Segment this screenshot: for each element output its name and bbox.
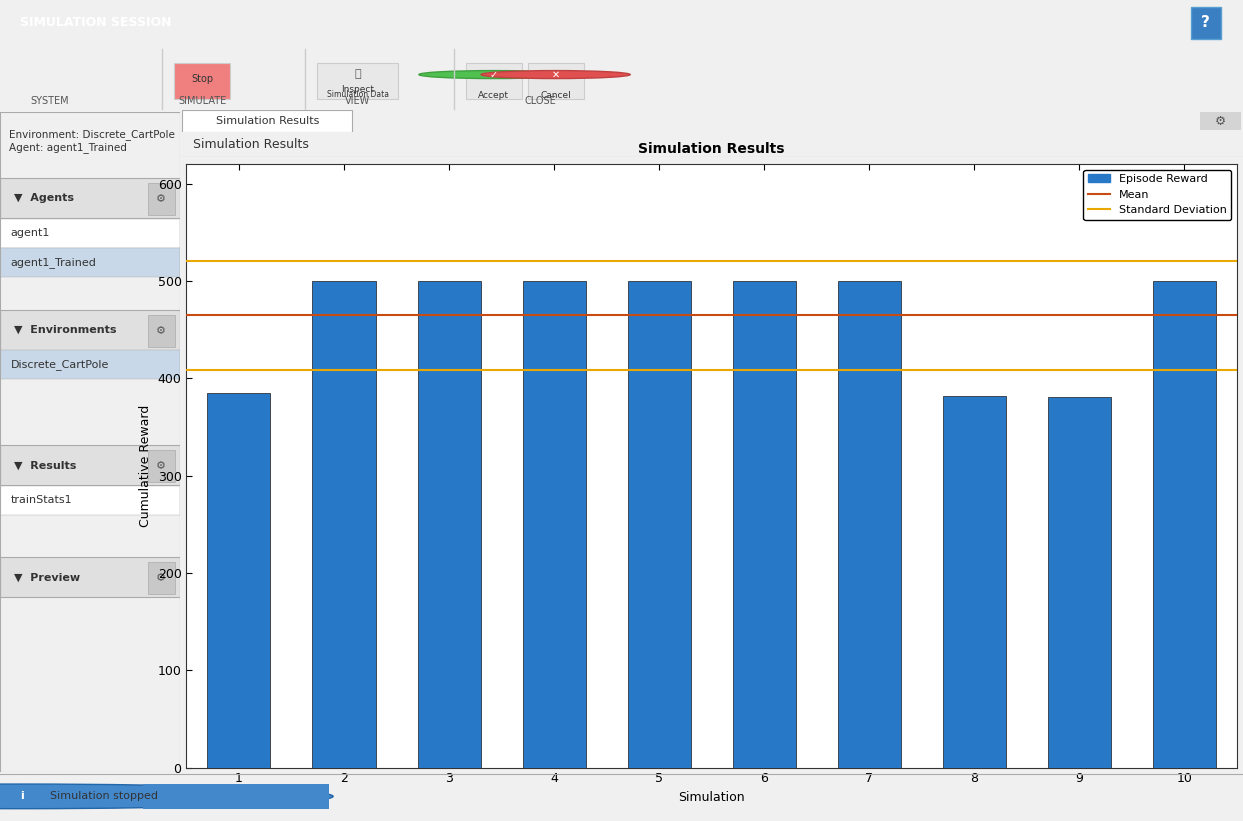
Text: Accept: Accept <box>479 91 508 100</box>
Text: ⚙: ⚙ <box>157 326 167 336</box>
Bar <box>0 557 180 597</box>
Bar <box>0 310 180 350</box>
Bar <box>174 62 230 99</box>
Text: Simulation stopped: Simulation stopped <box>50 791 158 801</box>
Y-axis label: Cumulative Reward: Cumulative Reward <box>139 405 152 527</box>
Text: Simulation Data: Simulation Data <box>327 90 389 99</box>
Text: Environment: Discrete_CartPole: Environment: Discrete_CartPole <box>9 129 175 140</box>
Bar <box>1191 7 1221 39</box>
Text: agent1_Trained: agent1_Trained <box>11 257 97 268</box>
Bar <box>183 110 353 132</box>
Text: ▼  Environments: ▼ Environments <box>15 325 117 335</box>
Bar <box>0 351 180 379</box>
Text: ▼  Preview: ▼ Preview <box>15 572 81 582</box>
Bar <box>148 450 175 482</box>
Text: SYSTEM: SYSTEM <box>30 97 70 107</box>
Bar <box>628 281 691 768</box>
X-axis label: Simulation: Simulation <box>679 791 745 804</box>
Text: ⚙: ⚙ <box>157 573 167 583</box>
Text: i: i <box>20 791 25 801</box>
Bar <box>208 393 271 768</box>
Text: Simulation Results: Simulation Results <box>193 138 308 151</box>
Text: Stop: Stop <box>191 74 214 85</box>
Text: ?: ? <box>1201 16 1211 30</box>
Circle shape <box>481 71 630 79</box>
Text: ⚙: ⚙ <box>1216 115 1227 127</box>
Bar <box>418 281 481 768</box>
Text: ▼  Results: ▼ Results <box>15 461 77 470</box>
Bar <box>312 281 375 768</box>
Title: Simulation Results: Simulation Results <box>639 142 784 156</box>
Bar <box>528 62 584 99</box>
Bar <box>0 218 180 248</box>
Circle shape <box>419 71 568 79</box>
Bar <box>317 62 398 99</box>
Bar <box>148 315 175 346</box>
Text: ✕: ✕ <box>552 70 559 80</box>
Text: trainStats1: trainStats1 <box>11 495 72 505</box>
Bar <box>942 396 1006 768</box>
Text: ✓: ✓ <box>490 70 497 80</box>
Bar <box>0 248 180 277</box>
Bar <box>466 62 522 99</box>
Text: Simulation Results: Simulation Results <box>216 116 319 126</box>
Bar <box>838 281 901 768</box>
Text: Cancel: Cancel <box>541 91 571 100</box>
Text: SIMULATE: SIMULATE <box>179 97 226 107</box>
Bar <box>1048 397 1111 768</box>
Text: CLOSE: CLOSE <box>525 97 557 107</box>
Bar <box>732 281 796 768</box>
Text: Inspect: Inspect <box>342 85 374 94</box>
Bar <box>143 784 329 809</box>
Bar <box>0 446 180 485</box>
Text: Discrete_CartPole: Discrete_CartPole <box>11 360 109 370</box>
Bar <box>148 183 175 214</box>
Bar <box>0 178 180 218</box>
Bar <box>148 562 175 594</box>
Text: ⬜: ⬜ <box>354 69 362 79</box>
Circle shape <box>0 784 333 809</box>
Text: Agent: agent1_Trained: Agent: agent1_Trained <box>9 142 127 153</box>
Legend: Episode Reward, Mean, Standard Deviation: Episode Reward, Mean, Standard Deviation <box>1084 170 1232 220</box>
Text: SIMULATION SESSION: SIMULATION SESSION <box>20 16 172 30</box>
Text: VIEW: VIEW <box>346 97 370 107</box>
Bar <box>0 485 180 515</box>
Text: agent1: agent1 <box>11 228 50 238</box>
Text: ⚙: ⚙ <box>157 461 167 470</box>
Text: ⚙: ⚙ <box>157 194 167 204</box>
Text: ▼  Agents: ▼ Agents <box>15 193 75 203</box>
Bar <box>1152 281 1216 768</box>
Bar <box>522 281 585 768</box>
Bar <box>1201 112 1241 130</box>
